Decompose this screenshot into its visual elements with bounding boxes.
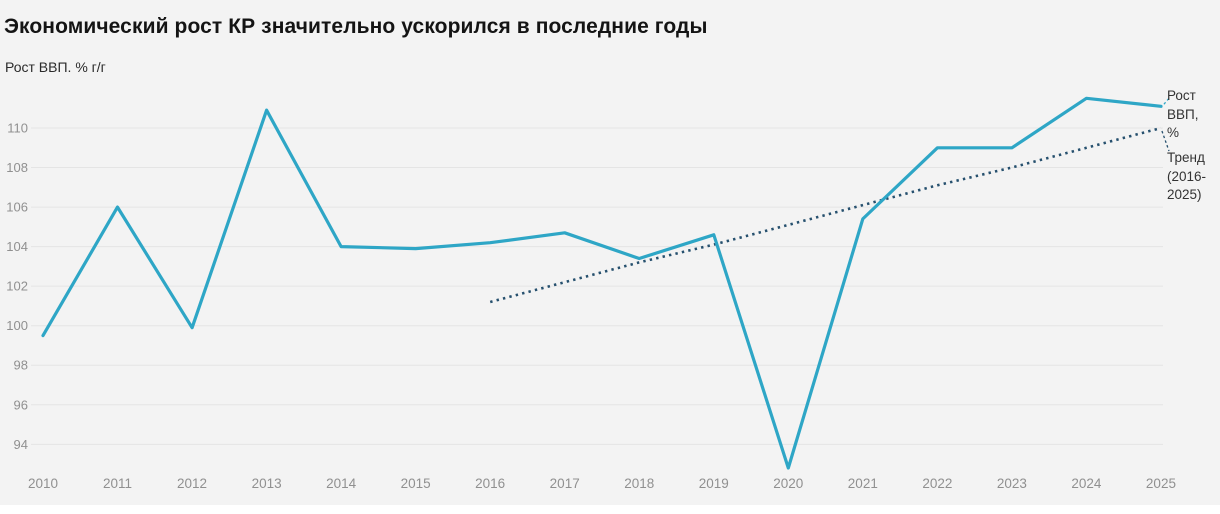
chart-subtitle: Рост ВВП. % г/г <box>5 59 106 75</box>
x-tick-label: 2023 <box>997 476 1027 491</box>
y-tick-label: 94 <box>14 437 28 452</box>
x-tick-label: 2025 <box>1146 476 1176 491</box>
y-tick-label: 100 <box>6 318 28 333</box>
x-tick-label: 2020 <box>773 476 803 491</box>
x-tick-label: 2017 <box>550 476 580 491</box>
y-tick-label: 104 <box>6 239 28 254</box>
y-tick-label: 98 <box>14 358 28 373</box>
x-tick-label: 2024 <box>1071 476 1102 491</box>
chart-title: Экономический рост КР значительно ускори… <box>4 15 708 38</box>
x-tick-label: 2012 <box>177 476 207 491</box>
y-tick-label: 110 <box>7 121 28 136</box>
x-tick-label: 2010 <box>28 476 58 491</box>
x-tick-label: 2011 <box>103 476 132 491</box>
x-axis-labels: 2010 2011 2012 2013 2014 2015 2016 2017 2018 2019… <box>28 476 1176 491</box>
trend-line <box>489 126 1162 304</box>
gdp-line <box>41 96 1163 470</box>
x-tick-label: 2013 <box>252 476 282 491</box>
x-tick-label: 2014 <box>326 476 357 491</box>
x-tick-label: 2021 <box>848 476 878 491</box>
legend-trend-label: Тренд (2016-2025) <box>1167 150 1207 202</box>
y-tick-label: 108 <box>6 160 28 175</box>
y-tick-label: 96 <box>14 397 28 412</box>
x-tick-label: 2018 <box>624 476 654 491</box>
gridlines <box>31 127 1163 445</box>
y-axis-labels: 94 96 98 100 102 104 106 108 110 <box>6 121 28 452</box>
y-tick-label: 106 <box>6 200 28 215</box>
x-tick-label: 2016 <box>475 476 505 491</box>
trend-leader-line <box>1161 130 1170 152</box>
x-tick-label: 2022 <box>922 476 952 491</box>
x-tick-label: 2019 <box>699 476 729 491</box>
leader-lines <box>1161 96 1171 152</box>
legend-gdp-label: Рост ВВП, % <box>1167 88 1199 140</box>
x-tick-label: 2015 <box>401 476 431 491</box>
y-tick-label: 102 <box>6 279 28 294</box>
gdp-leader-line <box>1163 96 1171 105</box>
